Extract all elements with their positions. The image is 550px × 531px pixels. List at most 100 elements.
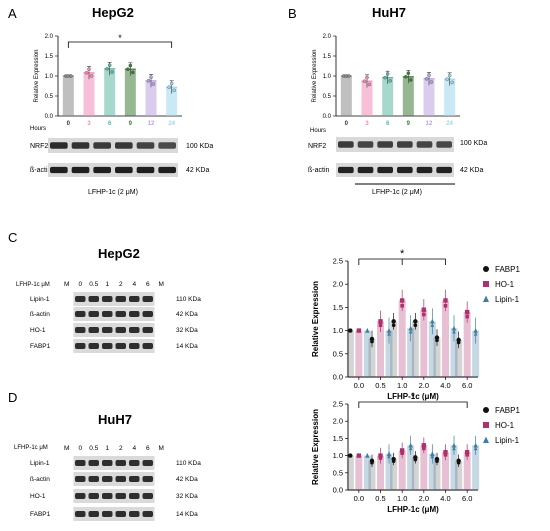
panel-d-band-size: 32 KDa [176,493,198,500]
panel-d-blot-bg [73,489,155,503]
panel-d-bar-ho-1 [377,455,384,490]
panel-c-legend-marker-lipin-1 [483,295,489,302]
panel-c-band-label: Lipin-1 [30,296,50,303]
panel-c-band [115,311,126,317]
panel-d-blot-bg [73,507,155,521]
panel-a-nrf2-band [158,142,176,149]
panel-a-data-point [107,63,112,67]
panel-c-point-fabp1 [413,323,418,328]
panel-d-x-tick-label: 0.0 [354,494,364,503]
panel-c-point-lipin-1 [473,327,478,333]
panel-d-bar-ho-1 [442,452,449,490]
panel-d-point-fabp1 [348,453,353,458]
panel-b-data-point [347,74,351,78]
panel-d-point-fabp1 [435,459,439,464]
panel-a-beta-actin-band [158,166,176,174]
panel-b-nrf2-band [416,141,433,148]
panel-c-blot-bg [73,323,155,337]
panel-a-beta-actin-band [50,166,68,174]
panel-c-x-tick-label: 1.0 [397,381,407,390]
panel-a-nrf2-band [115,142,133,149]
panel-b-data-point [383,75,387,80]
panel-a-data-point [110,70,114,74]
panel-d-point-ho-1 [399,448,405,453]
panel-d-bar-fabp1 [411,457,419,490]
panel-c-band [88,343,99,349]
panel-c-band-size: 32 KDa [176,327,198,334]
panel-a-data-point [126,67,130,71]
panel-b-nrf2-blot-bg [336,137,454,152]
panel-d-band [115,511,126,517]
panel-d-band-size: 42 KDa [176,476,198,483]
panel-b-hours-label: Hours [310,128,326,134]
panel-c-title: HepG2 [98,246,140,261]
panel-d-blot-bg [73,472,155,486]
panel-c-point-lipin-1 [387,331,391,336]
panel-d-bar-ho-1 [463,452,471,490]
panel-c-band [142,296,153,302]
panel-a-data-point [169,81,174,86]
panel-c-blot-bg [73,307,155,321]
panel-c-legend-marker-fabp1 [483,266,489,272]
panel-d-bar-lipin-1 [428,453,436,490]
panel-a-beta-actin-blot-bg [48,163,178,177]
panel-a-data-point [172,88,176,93]
panel-d-band [142,511,153,517]
panel-c-band-label: HO-1 [30,327,46,334]
panel-d-band-size: 110 KDa [176,460,201,467]
panel-d-band-label: Lipin-1 [30,460,50,467]
panel-b-beta-actin-band [436,166,452,174]
panel-b-data-point [406,71,411,75]
panel-c-x-tick-label: 0.0 [354,381,364,390]
panel-c-band [129,327,140,333]
panel-d-point-ho-1 [464,449,470,455]
panel-a-band2-label: ß-actin [30,167,52,174]
panel-d-point-lipin-1 [430,451,435,457]
panel-c-lane-label: 0.5 [89,281,98,288]
panel-c-point-ho-1 [378,319,383,324]
panel-c-conc-label: LFHP-1c μM [16,282,50,288]
panel-c-point-fabp1 [456,340,461,345]
panel-b-data-point [447,73,452,78]
panel-a-data-point [89,74,94,78]
panel-c-bar-lipin-1 [450,328,458,377]
panel-b-nrf2-band [377,141,393,148]
panel-c-lane-label: 6 [146,281,150,288]
panel-a-title: HepG2 [92,5,134,20]
panel-c-bar-lipin-1 [407,328,415,377]
panel-d-band-label: ß-actin [30,476,50,483]
panel-c-bar-lipin-1 [385,330,393,377]
panel-a-y-tick-label: 0.5 [45,94,54,100]
panel-a-beta-actin-band [93,166,111,174]
panel-a-bar [166,87,178,116]
panel-c-lane-label: 0 [78,281,82,288]
panel-b-y-label: Relative Expression [312,49,318,102]
panel-c-band [142,343,153,349]
panel-b-nrf2-band [397,141,413,148]
panel-c-bar-fabp1 [433,337,441,377]
panel-c-letter: C [8,230,17,245]
panel-a-nrf2-blot-bg [48,138,178,153]
panel-b-band1-size: 100 KDa [460,140,487,147]
panel-b-beta-actin-band [338,166,354,174]
panel-a-data-point [149,75,153,79]
panel-d-point-ho-1 [465,453,469,457]
panel-c-bar-ho-1 [355,330,363,377]
panel-c-band-size: 42 KDa [176,311,198,318]
panel-d-point-ho-1 [400,451,404,456]
panel-b-data-point [409,78,413,82]
panel-a-data-point [84,71,89,75]
panel-d-bar-fabp1 [346,455,354,490]
panel-d-y-tick-label: 0.5 [333,468,343,477]
panel-d-band [102,460,113,466]
panel-d-band [102,511,113,517]
panel-c-band [129,343,140,349]
panel-c-band [142,311,153,317]
panel-d-band [88,493,99,499]
panel-b-y-tick-label: 0.0 [323,114,332,120]
panel-b-nrf2-band [436,141,452,148]
panel-c-band-size: 110 KDa [176,296,201,303]
panel-b-x-tick-label: 0 [345,121,349,127]
panel-b-data-point [367,82,372,87]
panel-b-data-point [429,80,434,84]
